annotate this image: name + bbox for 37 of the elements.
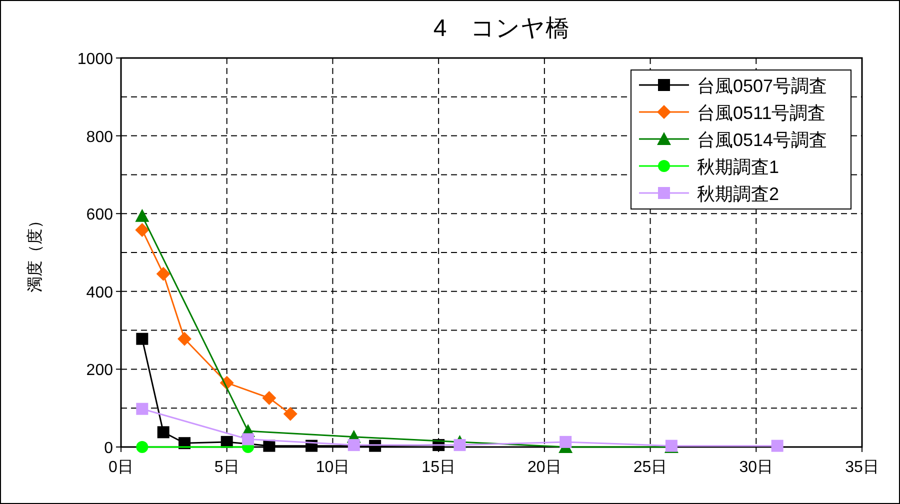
legend-label: 台風0507号調査 bbox=[697, 76, 828, 96]
x-tick-label: 5日 bbox=[214, 459, 240, 476]
point bbox=[771, 440, 784, 452]
point bbox=[263, 440, 276, 452]
x-tick-label: 30日 bbox=[739, 459, 774, 476]
legend-label: 秋期調査1 bbox=[697, 157, 780, 177]
y-tick-label: 800 bbox=[86, 128, 114, 146]
y-tick-label: 200 bbox=[86, 362, 114, 380]
y-tick-label: 400 bbox=[86, 284, 114, 302]
chart-title: 4 コンヤ橋 bbox=[433, 15, 570, 42]
point bbox=[135, 208, 150, 222]
y-axis-title: 濁度（度） bbox=[26, 212, 44, 292]
y-tick-label: 1000 bbox=[77, 51, 114, 68]
legend-label: 台風0511号調査 bbox=[697, 103, 826, 123]
point bbox=[136, 441, 148, 453]
y-tick-label: 600 bbox=[86, 206, 114, 224]
x-tick-label: 15日 bbox=[422, 459, 456, 476]
point bbox=[178, 332, 192, 346]
point bbox=[560, 436, 572, 448]
point bbox=[157, 426, 170, 438]
point bbox=[262, 390, 276, 405]
x-tick-label: 20日 bbox=[528, 459, 562, 476]
point bbox=[348, 439, 360, 452]
point bbox=[283, 406, 298, 421]
x-tick-label: 10日 bbox=[316, 459, 350, 476]
x-tick-label: 25日 bbox=[633, 459, 668, 476]
point bbox=[156, 266, 170, 281]
x-tick-label: 35日 bbox=[845, 459, 879, 476]
x-tick-label: 0日 bbox=[108, 459, 134, 476]
y-tick-label: 0 bbox=[104, 440, 114, 457]
point bbox=[454, 439, 466, 452]
legend-label: 秋期調査2 bbox=[697, 184, 780, 204]
point bbox=[242, 433, 254, 446]
legend-label: 台風0514号調査 bbox=[697, 130, 828, 150]
point bbox=[135, 222, 150, 237]
point bbox=[136, 402, 148, 415]
point bbox=[136, 332, 148, 345]
